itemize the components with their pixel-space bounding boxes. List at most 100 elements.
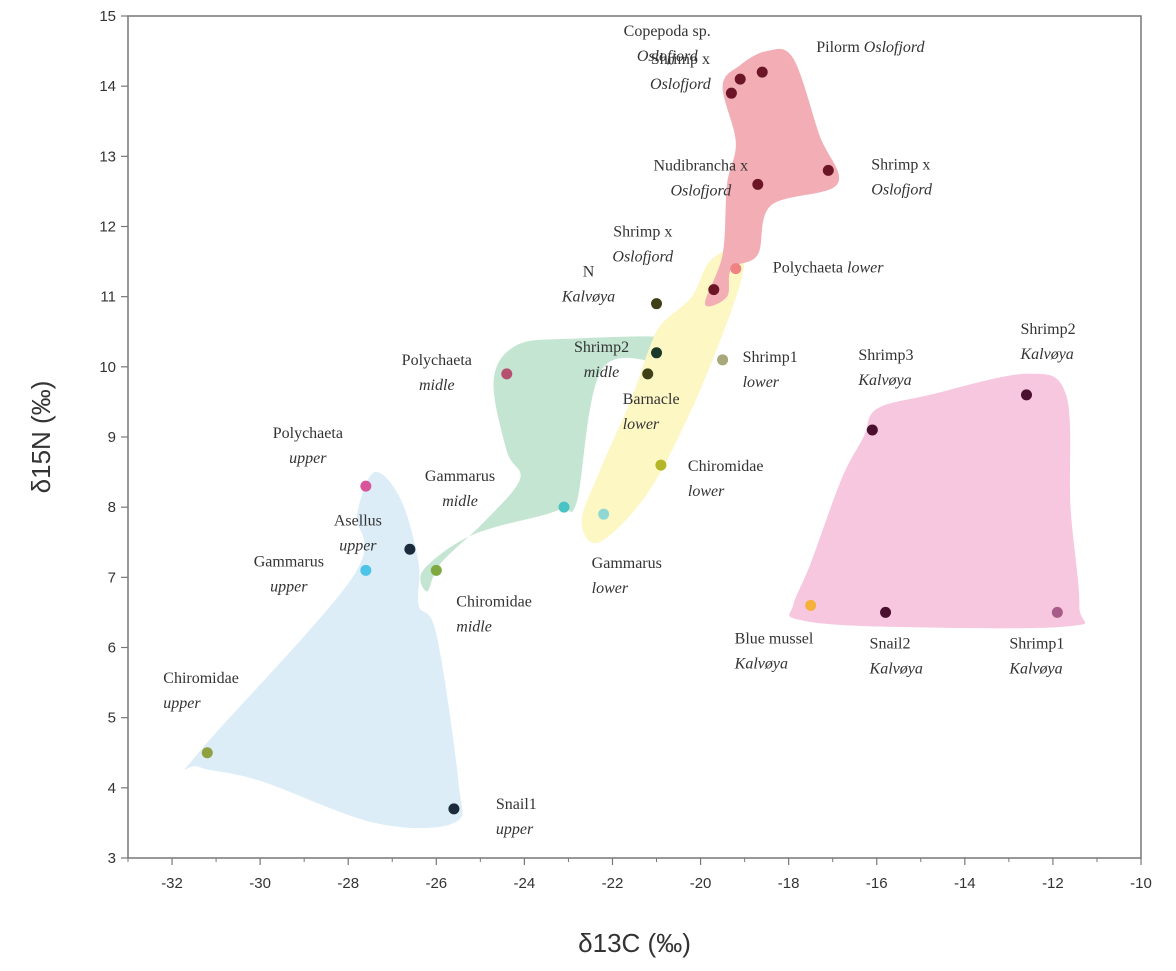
point-label-name: Gammarus <box>254 553 324 570</box>
point-label-site: Kalvøya <box>561 289 615 306</box>
data-point <box>501 368 513 380</box>
data-point <box>404 543 416 555</box>
data-point <box>360 564 372 576</box>
point-label-site: midle <box>584 364 620 381</box>
y-tick-label: 6 <box>108 640 116 657</box>
x-tick-label: -10 <box>1130 875 1152 892</box>
point-label-name: Shrimp2 <box>1020 321 1075 338</box>
point-label-name: Snail1 <box>496 796 537 813</box>
y-axis: 3 4 5 6 7 8 9 10 11 12 13 14 15 <box>99 8 128 867</box>
y-axis-title: δ15N (‰) <box>26 381 56 494</box>
data-point <box>725 87 737 99</box>
y-tick-label: 7 <box>108 569 116 586</box>
point-label-site: Kalvøya <box>1019 346 1073 363</box>
y-tick-label: 12 <box>99 219 116 236</box>
point-label-site: Oslofjord <box>670 182 732 199</box>
hull-kalvoya <box>789 373 1086 629</box>
point-label-name: Barnacle <box>623 391 680 408</box>
data-point <box>880 606 892 618</box>
point-label: Polychaeta lower <box>773 260 884 277</box>
point-label-name: Nudibrancha x <box>654 157 749 174</box>
hull-lower <box>581 247 745 544</box>
data-point <box>752 178 764 190</box>
x-tick-label: -18 <box>778 875 800 892</box>
point-label-site: midle <box>456 618 492 635</box>
y-tick-label: 3 <box>108 850 116 867</box>
x-axis: -32 -30 -28 -26 -24 -22 -20 -18 -16 -14 -12 -10 <box>127 858 1152 892</box>
point-label-site: lower <box>623 416 660 433</box>
point-label-name: Copepoda sp. <box>624 23 711 40</box>
data-point <box>430 564 442 576</box>
point-label-site: lower <box>688 483 725 500</box>
data-point <box>598 508 610 520</box>
point-label-name: Gammarus <box>425 468 495 485</box>
point-label-site: upper <box>496 821 534 838</box>
point-label-site: midle <box>419 377 455 394</box>
point-label-site: upper <box>339 537 377 554</box>
x-axis-title: δ13C (‰) <box>578 928 691 958</box>
x-tick-label: -12 <box>1042 875 1064 892</box>
point-label-site: Oslofjord <box>871 181 933 198</box>
x-tick-label: -14 <box>954 875 976 892</box>
data-point <box>734 73 746 85</box>
point-label-name: Shrimp2 <box>574 339 629 356</box>
point-label-name: Snail2 <box>870 635 911 652</box>
data-point <box>651 347 663 359</box>
hull-upper <box>184 471 463 829</box>
point-label-name: Chiromidae <box>163 670 239 687</box>
point-label-site: Kalvøya <box>734 655 788 672</box>
data-point <box>717 354 729 366</box>
x-tick-label: -32 <box>161 875 183 892</box>
point-label-site: lower <box>743 374 780 391</box>
y-tick-label: 4 <box>108 780 116 797</box>
data-point <box>642 368 654 380</box>
data-point <box>360 480 372 492</box>
x-tick-label: -26 <box>425 875 447 892</box>
y-tick-label: 15 <box>99 8 116 25</box>
x-tick-label: -28 <box>337 875 359 892</box>
point-label-site: upper <box>270 578 308 595</box>
point-label-name: Shrimp x <box>613 224 672 241</box>
point-label-name: Shrimp1 <box>1009 635 1064 652</box>
point-label-name: Polychaeta <box>402 352 472 369</box>
point-label-name: Asellus <box>334 512 382 529</box>
point-label-site: Oslofjord <box>650 76 712 93</box>
data-point <box>448 803 460 815</box>
point-label-site: upper <box>163 695 201 712</box>
y-tick-label: 9 <box>108 429 116 446</box>
point-label-name: Shrimp1 <box>743 349 798 366</box>
point-label-name: Shrimp3 <box>858 347 913 364</box>
data-point <box>558 501 570 513</box>
y-tick-label: 8 <box>108 499 116 516</box>
hull-oslofjord <box>704 48 840 307</box>
y-tick-label: 11 <box>100 289 116 306</box>
data-point <box>866 424 878 436</box>
point-labels: Copepoda sp. Oslofjord Pilorm Oslofjord Shr… <box>163 23 1075 838</box>
data-point <box>805 599 817 611</box>
point-label-name: Shrimp x <box>651 51 710 68</box>
data-point <box>1020 389 1032 401</box>
data-point <box>201 747 213 759</box>
y-tick-label: 14 <box>99 78 116 95</box>
hull-midle <box>420 336 693 592</box>
data-point <box>655 459 667 471</box>
x-tick-label: -24 <box>514 875 536 892</box>
point-label-site: Oslofjord <box>612 249 674 266</box>
point-label-name: Shrimp x <box>871 156 930 173</box>
data-point <box>651 298 663 310</box>
point-label-name: Blue mussel <box>735 630 814 647</box>
y-tick-label: 5 <box>108 710 116 727</box>
data-point <box>756 66 768 78</box>
data-point <box>730 263 742 275</box>
group-hulls <box>184 48 1086 829</box>
point-label-name: Polychaeta <box>273 425 343 442</box>
point-label-site: Kalvøya <box>1008 660 1062 677</box>
x-tick-label: -30 <box>249 875 271 892</box>
x-tick-label: -16 <box>866 875 888 892</box>
y-tick-label: 13 <box>99 148 116 165</box>
point-label: Pilorm Oslofjord <box>816 39 925 56</box>
data-point <box>822 164 834 176</box>
point-label-site: lower <box>592 580 629 597</box>
point-label-site: Kalvøya <box>869 660 923 677</box>
